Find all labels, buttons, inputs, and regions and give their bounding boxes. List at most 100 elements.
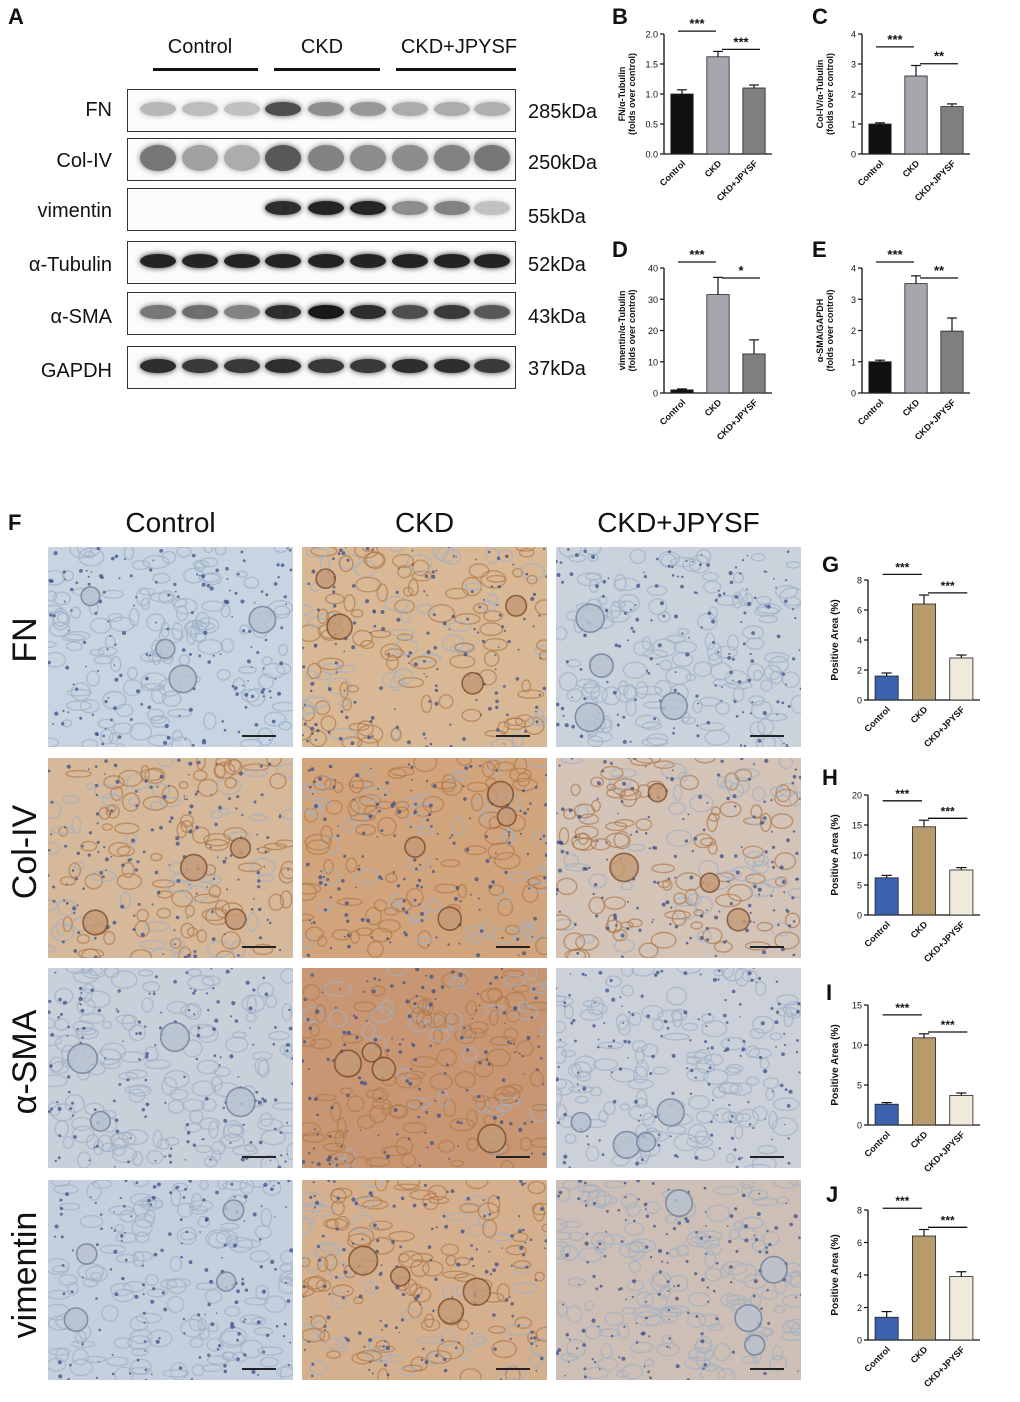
bar <box>940 106 964 155</box>
significance-label: *** <box>941 1213 955 1227</box>
blot-band <box>182 254 218 268</box>
category-label: Control <box>862 1344 892 1374</box>
blot-band <box>434 305 470 319</box>
scale-bar <box>242 1156 276 1158</box>
ihc-micrograph <box>48 547 293 747</box>
y-axis-label: (folds over control) <box>825 289 835 371</box>
y-axis-label: Col-IV/α-Tubulin <box>815 60 825 129</box>
y-tick-label: 0 <box>851 150 856 160</box>
y-axis-label: (folds over control) <box>627 53 637 135</box>
blot-band <box>474 102 510 116</box>
bar <box>904 283 928 394</box>
blot-kda-vimentin: 55kDa <box>528 206 586 228</box>
y-tick-label: 6 <box>857 1238 862 1248</box>
chart-h: 0 5 10 15 20 Positive Area (%) Control CKDCKD+J… <box>830 787 980 964</box>
blot-band <box>265 359 301 373</box>
scale-bar <box>750 1156 784 1158</box>
blot-band <box>182 359 218 373</box>
blot-band <box>350 254 386 268</box>
category-label: CKD <box>909 1344 930 1365</box>
category-label: Control <box>862 704 892 734</box>
blot-strip-gapdh <box>127 346 516 389</box>
ihc-micrograph <box>48 1180 293 1380</box>
bar <box>874 877 899 916</box>
significance-label: *** <box>941 1018 955 1032</box>
significance-label: *** <box>887 250 903 262</box>
y-axis-label: (folds over control) <box>627 289 637 371</box>
blot-band <box>265 102 301 116</box>
panel-letter-h: H <box>822 765 838 790</box>
blot-band <box>392 201 428 215</box>
scale-bar <box>750 1368 784 1370</box>
category-label: CKD <box>901 158 922 179</box>
y-tick-label: 0 <box>653 389 658 399</box>
y-tick-label: 5 <box>857 1081 862 1091</box>
bar <box>912 826 936 916</box>
blot-band <box>434 254 470 268</box>
bar <box>874 1103 899 1126</box>
panel-letter-i: I <box>826 980 833 1005</box>
blot-band <box>265 305 301 319</box>
blot-label-gapdh: GAPDH <box>40 360 112 382</box>
y-tick-label: 1 <box>851 357 856 367</box>
chart-j: 0 2 4 6 8 Positive Area (%) Control CKDCKD+JPYS… <box>830 1194 980 1389</box>
ihc-row-alpha-sma: α-SMA <box>6 1009 44 1115</box>
scale-bar <box>496 735 530 737</box>
scale-bar <box>750 735 784 737</box>
bar <box>868 123 892 155</box>
bar <box>912 603 936 701</box>
blot-band <box>350 201 386 215</box>
y-tick-label: 15 <box>852 1001 862 1011</box>
blot-band <box>474 359 510 373</box>
y-tick-label: 10 <box>852 851 862 861</box>
ihc-micrograph <box>302 758 547 958</box>
blot-kda-gapdh: 37kDa <box>528 358 586 380</box>
y-tick-label: 4 <box>857 636 862 646</box>
blot-band <box>265 254 301 268</box>
significance-label: *** <box>895 787 909 801</box>
scale-bar <box>242 946 276 948</box>
bar <box>940 330 964 394</box>
category-label: Control <box>856 397 886 427</box>
y-tick-label: 0 <box>857 696 862 706</box>
blot-band <box>434 201 470 215</box>
category-label: CKD+JPYSF <box>922 1344 967 1389</box>
blot-band <box>140 305 176 319</box>
bar <box>742 87 766 155</box>
chart-g: 0 2 4 6 8 Positive Area (%) Control CKDCKD+JPYS… <box>830 560 980 749</box>
chart-e: 0 1 2 3 4 α-SMA/GAPDH (folds over control) Cont… <box>815 250 970 442</box>
blot-band <box>434 102 470 116</box>
chart-i: 0 5 10 15 Positive Area (%) Control CKDCKD+JPY… <box>830 1001 980 1174</box>
blot-group-bar-control <box>153 68 258 71</box>
blot-band <box>265 201 301 215</box>
category-label: CKD <box>909 919 930 940</box>
category-label: Control <box>658 397 688 427</box>
ihc-col-ckd: CKD <box>394 507 455 538</box>
blot-band <box>182 102 218 116</box>
blot-band <box>182 145 218 171</box>
bar <box>706 294 730 394</box>
category-label: CKD+JPYSF <box>922 1129 967 1174</box>
blot-group-ckd: CKD <box>300 36 344 58</box>
category-label: CKD <box>703 397 724 418</box>
y-tick-label: 1 <box>851 120 856 130</box>
significance-label: *** <box>895 1194 909 1208</box>
ihc-micrograph <box>556 968 801 1168</box>
blot-group-ckd-jpysf: CKD+JPYSF <box>400 36 518 58</box>
y-tick-label: 3 <box>851 60 856 70</box>
y-tick-label: 0 <box>857 911 862 921</box>
y-tick-label: 0.5 <box>645 120 658 130</box>
blot-band <box>308 305 344 319</box>
significance-label: *** <box>887 32 903 47</box>
y-tick-label: 1.0 <box>645 90 658 100</box>
y-tick-label: 0 <box>857 1121 862 1131</box>
y-tick-label: 10 <box>648 357 658 367</box>
bar <box>874 675 899 701</box>
significance-label: *** <box>689 18 705 31</box>
y-tick-label: 4 <box>857 1271 862 1281</box>
blot-band <box>265 145 301 171</box>
blot-group-control: Control <box>167 36 233 58</box>
y-tick-label: 4 <box>851 264 856 274</box>
bar <box>949 869 974 916</box>
blot-band <box>474 145 510 171</box>
